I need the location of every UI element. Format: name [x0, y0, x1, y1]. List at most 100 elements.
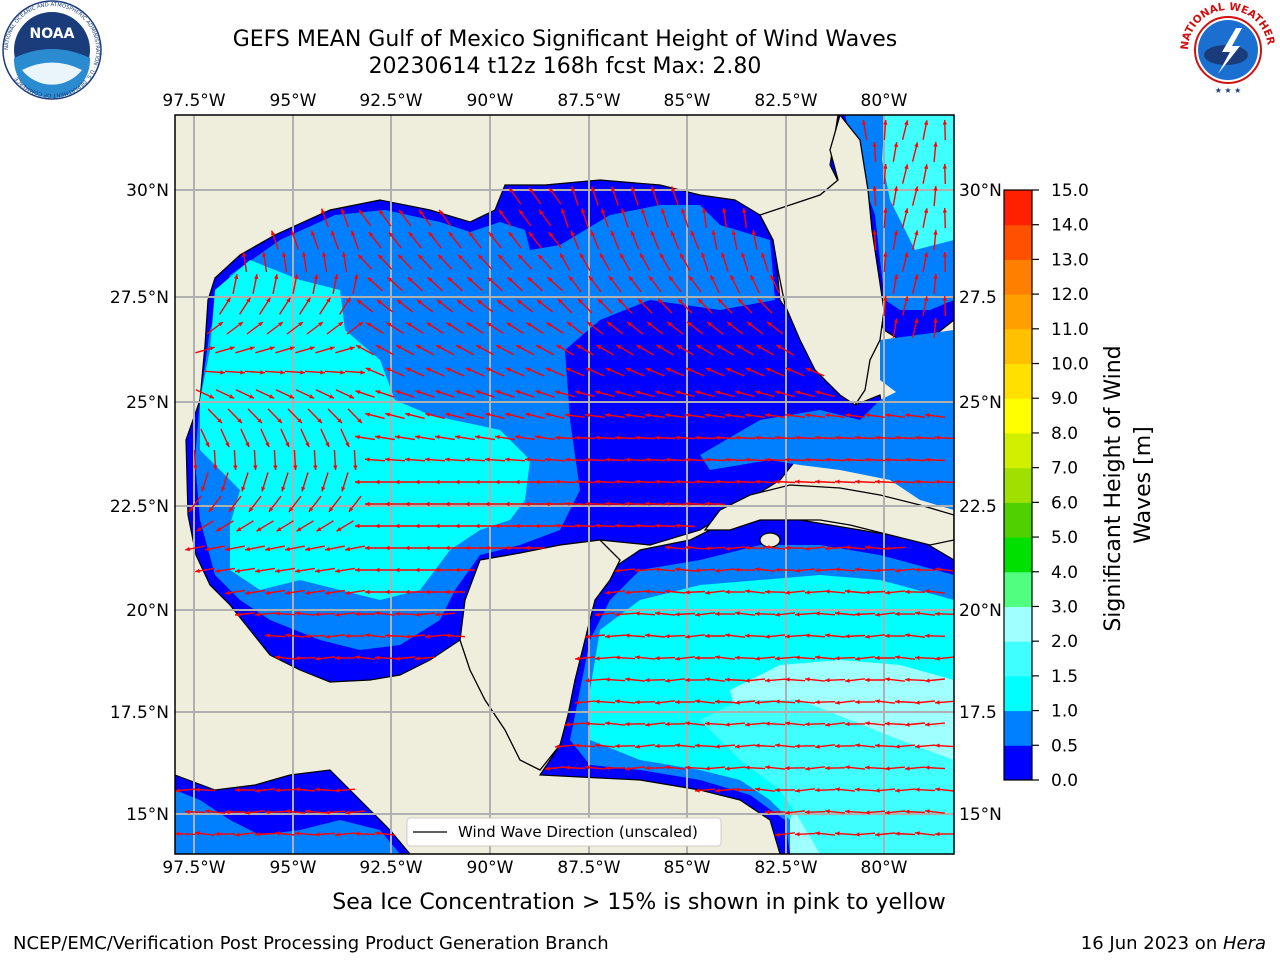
wind-arrow — [455, 523, 475, 529]
wind-arrow — [232, 274, 239, 294]
wind-arrow — [736, 344, 754, 356]
wind-arrow — [315, 346, 335, 354]
wind-arrow — [814, 700, 836, 705]
wind-arrow — [875, 655, 895, 661]
wind-arrow — [438, 209, 452, 227]
wind-arrow — [279, 297, 291, 315]
wind-arrow — [844, 721, 866, 727]
wind-arrow — [605, 413, 625, 418]
wind-arrow — [854, 435, 876, 440]
wind-arrow — [284, 370, 306, 375]
lon-tick-top: 82.5°W — [754, 91, 817, 111]
wind-arrow — [234, 567, 256, 573]
wind-arrow — [435, 390, 455, 398]
wind-arrow — [734, 655, 756, 660]
wind-arrow — [744, 633, 766, 638]
wind-arrow — [735, 611, 755, 616]
wind-arrow — [874, 435, 896, 440]
wind-arrow — [754, 743, 776, 748]
wind-arrow — [341, 472, 349, 492]
wind-arrow — [367, 276, 383, 292]
wind-arrow — [354, 435, 376, 441]
wind-arrow — [406, 322, 424, 334]
wind-arrow — [547, 276, 563, 292]
wind-arrow — [614, 655, 636, 660]
wind-arrow — [721, 252, 729, 272]
colorbar-tick: 1.0 — [1051, 702, 1078, 722]
wind-arrow — [273, 449, 278, 471]
wind-arrow — [447, 276, 463, 292]
wind-arrow — [664, 545, 686, 550]
wind-arrow — [235, 612, 255, 617]
wind-arrow — [745, 413, 765, 418]
wind-arrow — [265, 545, 285, 552]
wind-arrow — [195, 831, 215, 836]
wind-arrow — [385, 367, 405, 377]
wind-arrow — [942, 295, 947, 317]
wind-arrow — [355, 655, 375, 660]
wind-arrow — [320, 428, 330, 448]
wind-arrow — [664, 634, 686, 639]
wind-arrow — [894, 788, 916, 793]
colorbar-segment — [1004, 328, 1032, 365]
wind-arrow — [684, 677, 706, 683]
wind-arrow — [285, 809, 305, 814]
wind-arrow — [321, 472, 329, 492]
wind-arrow — [715, 655, 735, 660]
wind-arrow — [725, 633, 745, 638]
wind-arrow — [854, 612, 876, 617]
wind-arrow — [448, 231, 462, 249]
wind-arrow — [835, 787, 855, 792]
lon-tick-bottom: 82.5°W — [754, 858, 817, 878]
wind-arrow — [335, 389, 355, 399]
wind-arrow — [885, 413, 905, 418]
wind-arrow — [686, 321, 704, 335]
wind-arrow — [654, 656, 676, 661]
wind-arrow — [785, 810, 805, 815]
wind-arrow — [306, 321, 324, 335]
colorbar-tick: 6.0 — [1051, 493, 1078, 513]
wind-arrow — [247, 408, 263, 424]
wind-arrow — [681, 208, 689, 228]
wind-arrow — [716, 344, 734, 356]
wind-arrow — [650, 230, 660, 250]
wind-arrow — [405, 634, 425, 639]
wind-arrow — [375, 567, 395, 573]
wind-arrow — [685, 367, 705, 377]
wind-arrow — [646, 321, 664, 335]
wind-arrow — [425, 412, 445, 420]
wind-arrow — [631, 186, 639, 206]
wind-arrow — [340, 428, 350, 448]
wind-wave-arrows — [175, 119, 954, 837]
wind-arrow — [424, 457, 446, 462]
wind-arrow — [241, 472, 249, 492]
wind-arrow — [776, 344, 794, 356]
wind-arrow — [694, 788, 716, 793]
wind-arrow — [426, 322, 444, 334]
wind-arrow — [414, 656, 436, 661]
wind-arrow — [307, 408, 323, 424]
wind-arrow — [884, 810, 906, 815]
wind-arrow — [395, 390, 415, 398]
wind-arrow — [614, 479, 636, 484]
wind-arrow — [834, 479, 856, 484]
wind-arrow — [355, 611, 375, 617]
wind-arrow — [404, 457, 426, 462]
wind-arrow — [611, 186, 619, 206]
wind-arrow — [621, 208, 629, 228]
wind-arrow — [924, 722, 946, 727]
wind-arrow — [566, 321, 584, 335]
wind-arrow — [405, 501, 425, 507]
wind-arrow — [834, 831, 856, 836]
wind-arrow — [527, 276, 543, 292]
wind-arrow — [315, 389, 335, 399]
wind-arrow — [220, 428, 230, 448]
lat-tick-left: 30°N — [126, 181, 169, 201]
wind-arrow — [328, 495, 342, 513]
wind-arrow — [506, 322, 524, 334]
wind-arrow — [435, 479, 455, 485]
wind-arrow — [356, 299, 374, 313]
wind-arrow — [696, 344, 714, 356]
wind-arrow — [925, 678, 945, 683]
wind-arrow — [724, 677, 746, 682]
